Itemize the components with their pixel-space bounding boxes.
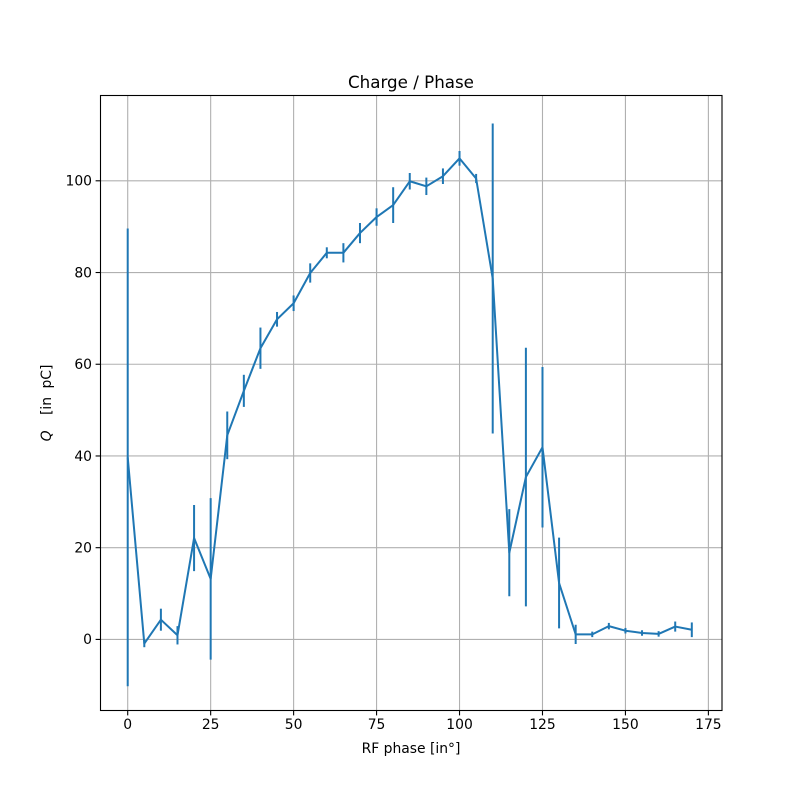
x-tick-label: 100 (446, 717, 473, 733)
x-tick-label: 50 (285, 717, 303, 733)
grid-lines (100, 95, 722, 711)
plot-border (99, 94, 723, 712)
y-tick-labels: 0 20 40 60 80 100 (65, 174, 92, 649)
y-tick-label: 60 (74, 357, 92, 373)
x-tick-label: 125 (529, 717, 556, 733)
y-axis-label: Q [in pC] (39, 365, 55, 442)
chart-title: Charge / Phase (348, 72, 474, 92)
y-tick-label: 0 (83, 632, 92, 648)
x-tick-label: 75 (368, 717, 386, 733)
y-tick-label: 20 (74, 540, 92, 556)
x-tick-labels: 0 25 50 75 100 125 150 175 (123, 717, 721, 733)
y-tick-label: 80 (74, 265, 92, 281)
data-series (126, 123, 693, 687)
y-tick-label: 100 (65, 174, 92, 190)
y-axis-label-symbol: Q (39, 430, 55, 441)
axis-ticks (95, 180, 709, 716)
x-tick-label: 150 (612, 717, 639, 733)
y-tick-label: 40 (74, 449, 92, 465)
x-axis-label: RF phase [in°] (362, 741, 461, 757)
data-line (126, 157, 692, 645)
y-axis-label-units: [in pC] (39, 365, 55, 415)
x-tick-label: 175 (695, 717, 722, 733)
x-tick-label: 0 (123, 717, 132, 733)
x-tick-label: 25 (202, 717, 220, 733)
